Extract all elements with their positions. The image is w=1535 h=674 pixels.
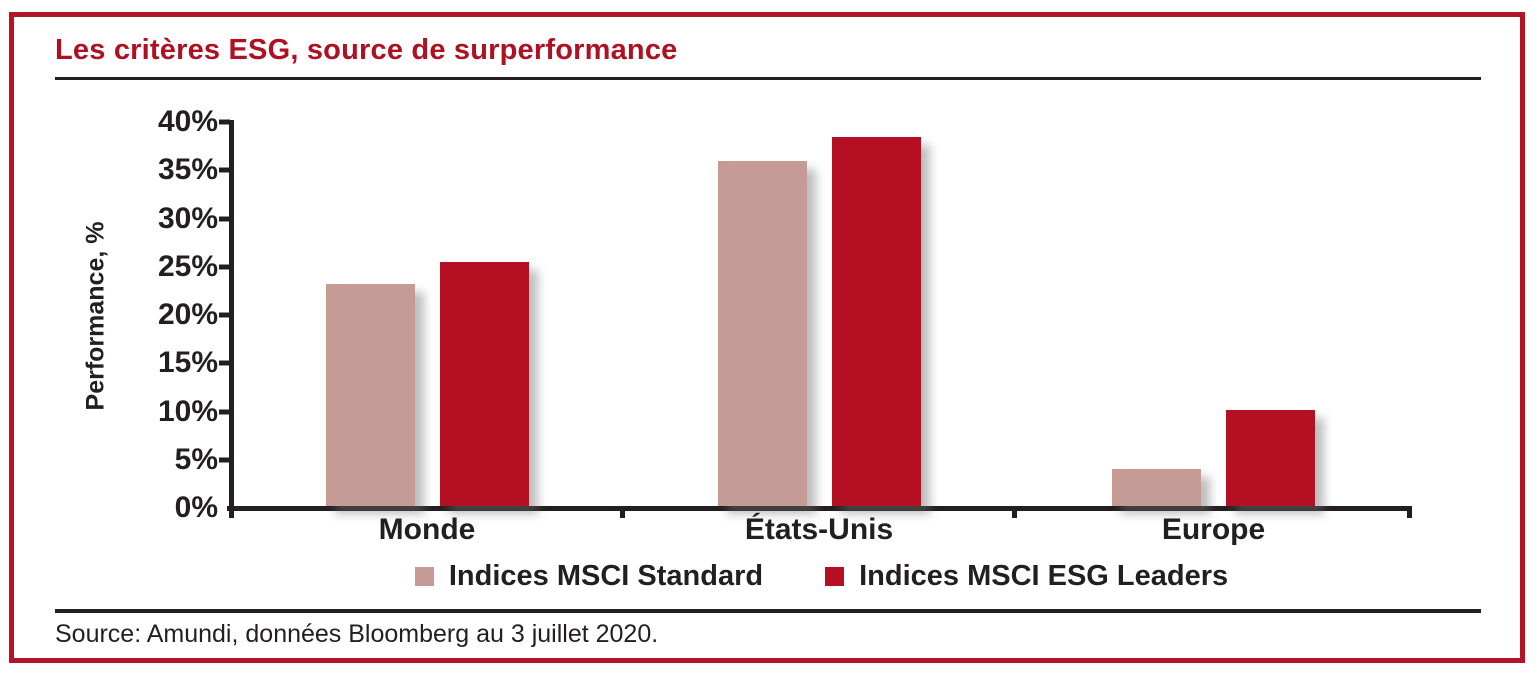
chart-bar [1226, 410, 1315, 506]
y-tick-label: 40% [157, 105, 218, 138]
chart-bar [717, 161, 807, 506]
y-tick-label: 10% [157, 394, 218, 428]
y-tick-label: 20% [157, 298, 218, 331]
x-tick-mark [620, 506, 625, 518]
y-tick-mark [219, 119, 230, 125]
legend-item: Indices MSCI ESG Leaders [825, 560, 1228, 593]
title-divider [55, 77, 1481, 80]
y-tick-label: 30% [157, 201, 218, 235]
x-axis-line [227, 506, 1412, 511]
y-axis-line [229, 120, 234, 518]
y-tick-mark [219, 264, 230, 270]
source-text: Source: Amundi, données Bloomberg au 3 j… [55, 620, 659, 648]
legend-label: Indices MSCI ESG Leaders [859, 559, 1229, 592]
y-tick-mark [219, 409, 230, 414]
y-tick-label: 0% [174, 491, 218, 524]
category-label: Europe [1161, 513, 1266, 546]
y-tick-mark [219, 312, 230, 318]
legend-swatch [414, 566, 434, 586]
x-tick-mark [1012, 506, 1017, 518]
x-tick-mark [1407, 506, 1412, 518]
source-divider [55, 609, 1481, 613]
y-tick-label: 5% [174, 442, 218, 476]
category-label: États-Unis [744, 513, 894, 546]
legend-item: Indices MSCI Standard [414, 559, 764, 593]
legend-swatch [825, 566, 845, 586]
category-label: Monde [378, 513, 476, 546]
chart-bar [439, 262, 529, 506]
chart-title: Les critères ESG, source de surperforman… [55, 34, 678, 66]
y-tick-mark [219, 360, 230, 366]
chart-bar [831, 137, 921, 506]
legend-label: Indices MSCI Standard [448, 559, 764, 592]
chart-legend: Indices MSCI Standard Indices MSCI ESG Le… [231, 556, 1412, 596]
y-tick-label: 25% [157, 249, 218, 283]
y-tick-mark [219, 167, 230, 173]
y-axis-label: Performance, % [81, 221, 110, 411]
y-tick-mark [219, 216, 230, 221]
y-tick-mark [219, 457, 230, 463]
chart-bar [325, 284, 415, 506]
chart-bar [1112, 469, 1201, 506]
y-tick-label: 35% [157, 153, 218, 187]
y-tick-label: 15% [157, 346, 218, 380]
